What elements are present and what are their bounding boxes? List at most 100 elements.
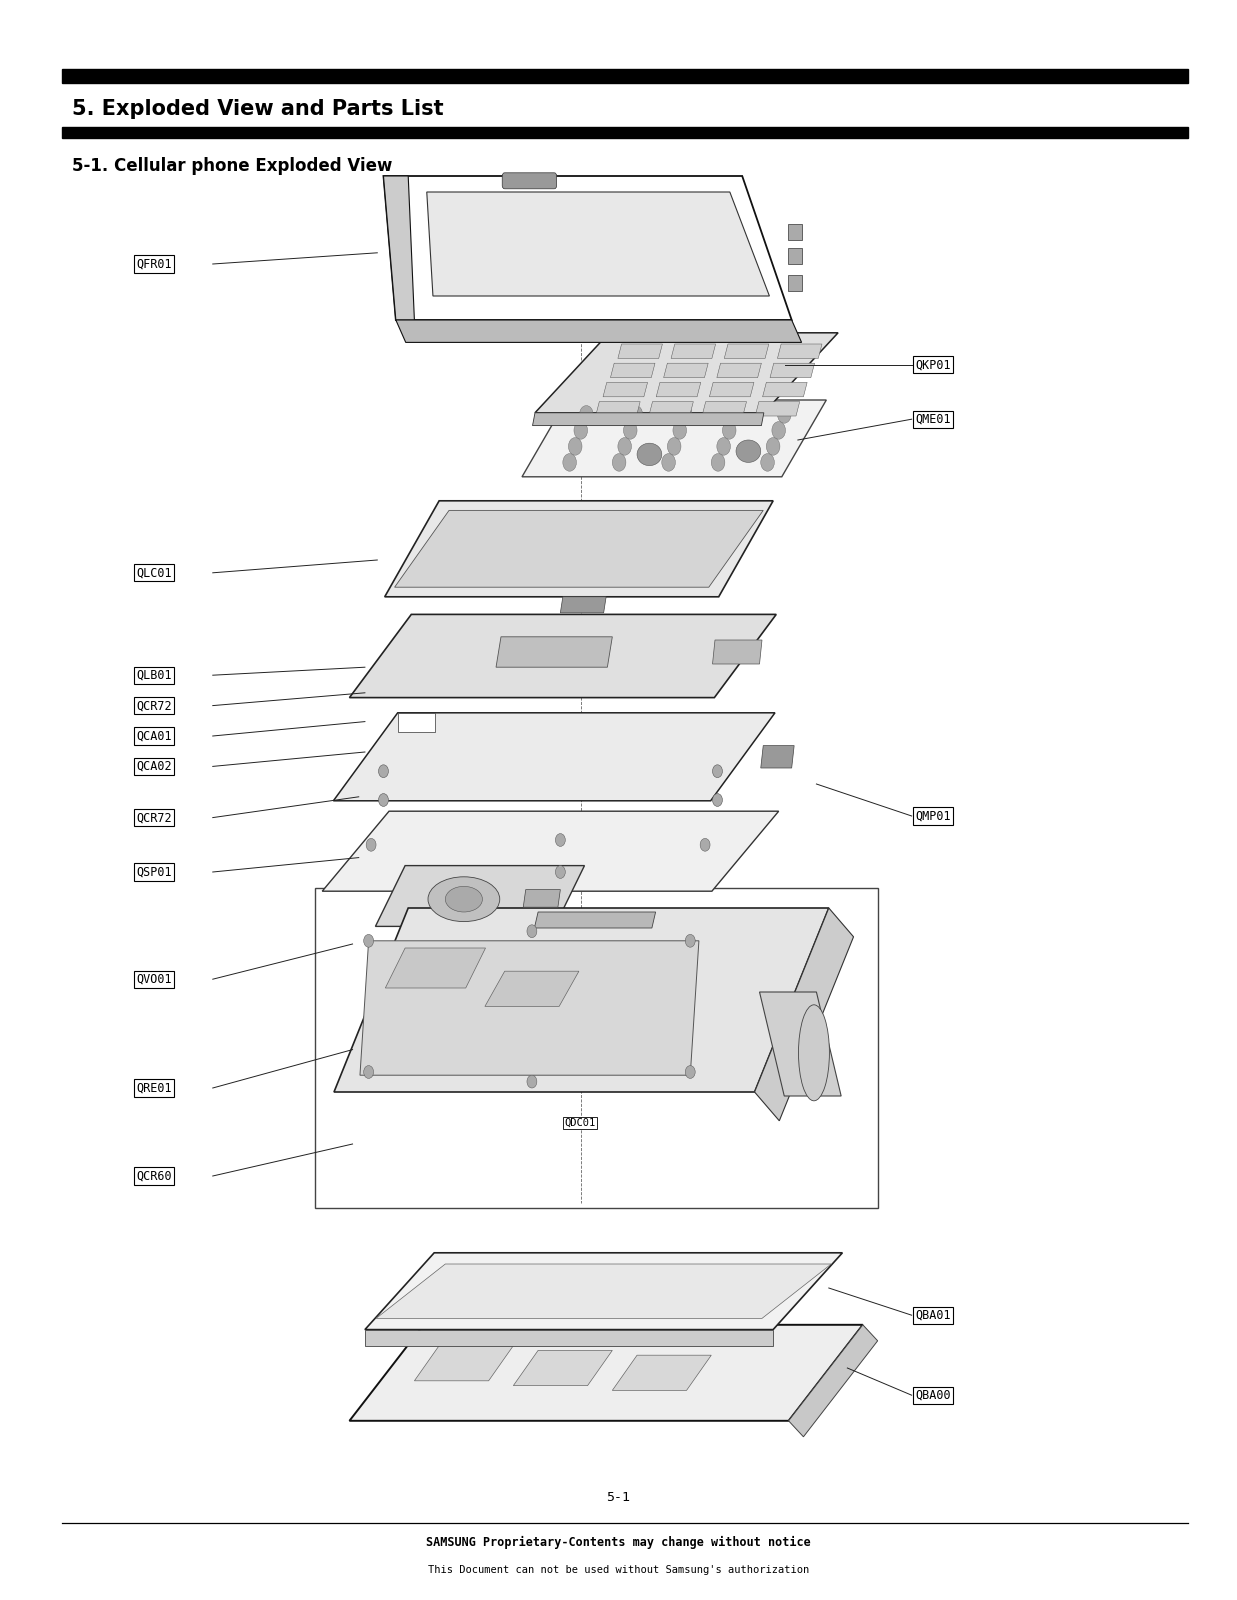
Polygon shape	[596, 402, 641, 416]
Text: QDC01: QDC01	[564, 1118, 595, 1128]
Text: QLB01: QLB01	[136, 669, 172, 682]
Circle shape	[679, 406, 693, 424]
Ellipse shape	[637, 443, 662, 466]
Circle shape	[685, 934, 695, 947]
Polygon shape	[717, 363, 762, 378]
Text: QRF06: QRF06	[651, 976, 682, 986]
Polygon shape	[788, 275, 802, 291]
Text: QCR72: QCR72	[136, 699, 172, 712]
Polygon shape	[334, 909, 829, 1091]
Polygon shape	[513, 1350, 612, 1386]
Circle shape	[668, 438, 680, 454]
Text: 5-1. Cellular phone Exploded View: 5-1. Cellular phone Exploded View	[72, 157, 392, 174]
Polygon shape	[532, 413, 764, 426]
Text: QCA02: QCA02	[136, 760, 172, 773]
Text: QCR72: QCR72	[136, 811, 172, 824]
Polygon shape	[778, 344, 823, 358]
Circle shape	[711, 454, 725, 470]
Circle shape	[713, 765, 722, 778]
Polygon shape	[365, 1253, 842, 1330]
Circle shape	[761, 454, 774, 470]
Circle shape	[563, 454, 576, 470]
Polygon shape	[713, 640, 762, 664]
Polygon shape	[414, 1346, 513, 1381]
Polygon shape	[383, 176, 792, 320]
Polygon shape	[762, 382, 808, 397]
Polygon shape	[534, 912, 656, 928]
Circle shape	[685, 1066, 695, 1078]
Polygon shape	[664, 363, 709, 378]
Polygon shape	[789, 1325, 878, 1437]
Text: QLC01: QLC01	[136, 566, 172, 579]
Circle shape	[569, 438, 583, 454]
Circle shape	[364, 1066, 374, 1078]
Circle shape	[579, 406, 594, 424]
Polygon shape	[395, 510, 763, 587]
Polygon shape	[755, 402, 800, 416]
Circle shape	[527, 1075, 537, 1088]
Bar	[315, 888, 878, 1208]
Polygon shape	[611, 363, 656, 378]
Circle shape	[778, 406, 792, 424]
Circle shape	[729, 406, 742, 424]
Circle shape	[555, 834, 565, 846]
Circle shape	[772, 422, 785, 438]
Ellipse shape	[799, 1005, 829, 1101]
Polygon shape	[612, 1355, 711, 1390]
Circle shape	[673, 422, 687, 438]
Text: QVO01: QVO01	[136, 973, 172, 986]
Text: 5-1: 5-1	[606, 1491, 631, 1504]
Text: QSP01: QSP01	[136, 866, 172, 878]
Polygon shape	[383, 176, 414, 320]
Polygon shape	[427, 192, 769, 296]
Polygon shape	[788, 224, 802, 240]
Polygon shape	[333, 714, 774, 800]
Ellipse shape	[445, 886, 482, 912]
Polygon shape	[522, 400, 826, 477]
Polygon shape	[376, 1264, 831, 1318]
Polygon shape	[769, 363, 814, 378]
FancyBboxPatch shape	[502, 173, 557, 189]
Ellipse shape	[736, 440, 761, 462]
Polygon shape	[649, 402, 694, 416]
Polygon shape	[656, 382, 700, 397]
Polygon shape	[349, 1325, 863, 1421]
Text: 5. Exploded View and Parts List: 5. Exploded View and Parts List	[72, 99, 443, 120]
Polygon shape	[375, 866, 585, 926]
Text: QCR60: QCR60	[136, 1170, 172, 1182]
Polygon shape	[761, 746, 794, 768]
Circle shape	[767, 438, 781, 454]
Text: QKP01: QKP01	[915, 358, 951, 371]
Circle shape	[662, 454, 675, 470]
Polygon shape	[523, 890, 560, 907]
Circle shape	[722, 422, 736, 438]
Polygon shape	[560, 597, 606, 613]
Polygon shape	[760, 992, 841, 1096]
Text: QAN02: QAN02	[651, 954, 682, 963]
Ellipse shape	[428, 877, 500, 922]
Polygon shape	[725, 344, 769, 358]
Text: QBA01: QBA01	[915, 1309, 951, 1322]
Polygon shape	[485, 971, 579, 1006]
Circle shape	[700, 838, 710, 851]
Polygon shape	[755, 909, 854, 1120]
Text: QCK01: QCK01	[764, 1011, 795, 1021]
Circle shape	[364, 934, 374, 947]
Polygon shape	[396, 320, 802, 342]
Circle shape	[630, 406, 643, 424]
Text: SAMSUNG Proprietary-Contents may change without notice: SAMSUNG Proprietary-Contents may change …	[426, 1536, 811, 1549]
Polygon shape	[534, 333, 839, 413]
Text: QCA01: QCA01	[136, 730, 172, 742]
Polygon shape	[496, 637, 612, 667]
Bar	[62, 69, 1188, 83]
Circle shape	[555, 866, 565, 878]
Text: QFR01: QFR01	[136, 258, 172, 270]
Polygon shape	[360, 941, 699, 1075]
Circle shape	[618, 438, 632, 454]
Text: This Document can not be used without Samsung's authorization: This Document can not be used without Sa…	[428, 1565, 809, 1574]
Polygon shape	[703, 402, 747, 416]
Circle shape	[612, 454, 626, 470]
Circle shape	[623, 422, 637, 438]
Circle shape	[717, 438, 730, 454]
Polygon shape	[788, 248, 802, 264]
